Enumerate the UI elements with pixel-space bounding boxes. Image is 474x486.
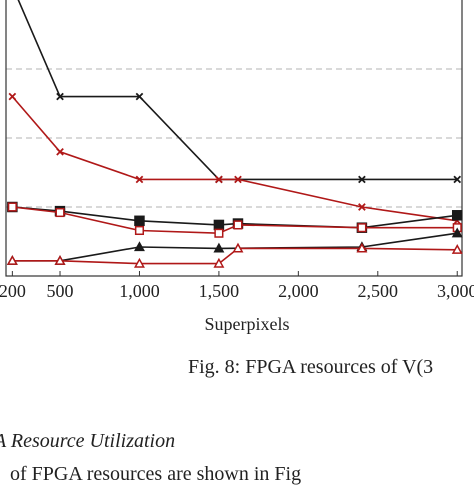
x-tick-label: 3,000 xyxy=(437,281,474,301)
data-point xyxy=(451,244,463,254)
data-point xyxy=(214,228,224,238)
data-point xyxy=(213,242,225,253)
section-heading: A Resource Utilization xyxy=(0,430,176,452)
data-point xyxy=(232,242,244,253)
figure-caption: Fig. 8: FPGA resources of V(3 xyxy=(188,356,434,378)
chart: 200 500 1,000 1,500 2,000 2,500 3,000 Superpix… xyxy=(0,0,474,334)
data-point xyxy=(453,175,462,184)
x-tick-label: 1,500 xyxy=(199,281,240,301)
x-tick-label: 500 xyxy=(47,281,74,301)
data-point xyxy=(356,242,368,253)
x-tick-label: 2,000 xyxy=(278,281,319,301)
data-point xyxy=(133,257,145,268)
data-point xyxy=(8,92,17,101)
data-point xyxy=(134,215,145,227)
body-text: of FPGA resources are shown in Fig xyxy=(10,463,302,485)
data-point xyxy=(56,92,64,101)
data-point xyxy=(357,223,367,233)
series-line-5 xyxy=(12,232,458,262)
axes xyxy=(5,0,463,277)
series-line-2 xyxy=(11,96,458,222)
data-point xyxy=(358,203,366,211)
plot-frame xyxy=(5,0,463,277)
data-point xyxy=(135,92,144,101)
data-point xyxy=(213,219,225,231)
x-ticks: 200 500 1,000 1,500 2,000 2,500 3,000 xyxy=(0,271,474,301)
data-point xyxy=(233,220,243,230)
x-tick-label: 2,500 xyxy=(358,281,399,301)
data-point xyxy=(213,257,225,268)
data-point xyxy=(215,175,223,184)
grid xyxy=(6,68,462,208)
series xyxy=(6,0,463,268)
data-point xyxy=(134,225,145,236)
series-line-1 xyxy=(17,0,458,181)
data-point xyxy=(54,255,66,265)
data-point xyxy=(451,210,463,221)
data-point xyxy=(135,175,144,184)
data-point xyxy=(7,202,17,212)
data-point xyxy=(451,227,463,238)
data-point xyxy=(56,147,64,156)
x-axis-label: Superpixels xyxy=(205,314,290,334)
data-point xyxy=(358,175,366,184)
x-tick-label: 200 xyxy=(0,281,26,301)
data-point xyxy=(6,255,18,265)
x-tick-label: 1,000 xyxy=(119,281,160,301)
data-point xyxy=(133,241,145,252)
data-point xyxy=(55,207,65,218)
data-point xyxy=(234,175,242,184)
